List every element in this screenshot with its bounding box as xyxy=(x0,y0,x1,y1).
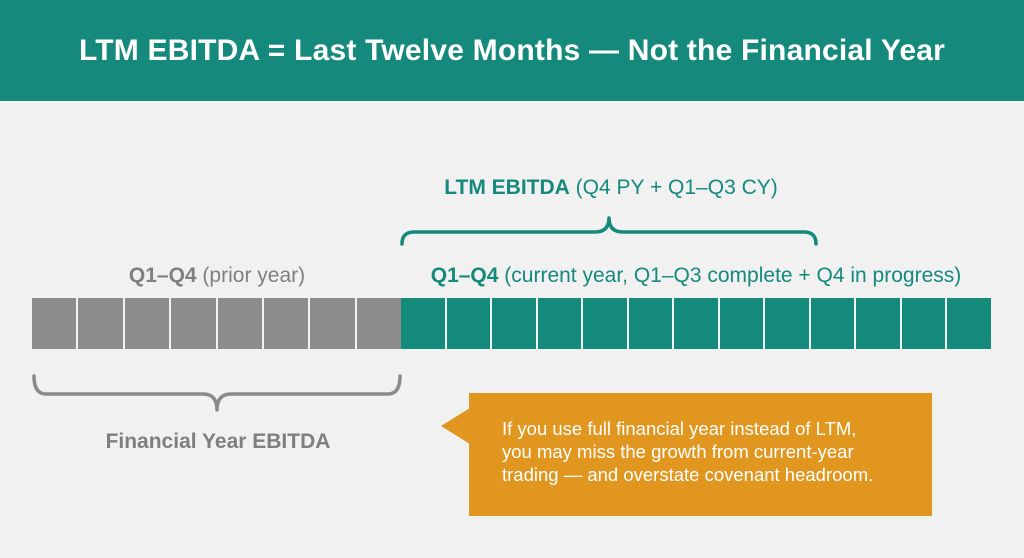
prior-year-segment xyxy=(356,298,401,349)
financial-year-label: Financial Year EBITDA xyxy=(105,430,331,453)
current-year-segment xyxy=(583,298,629,349)
ltm-brace xyxy=(400,216,818,246)
ltm-ebitda-label: LTM EBITDA (Q4 PY + Q1–Q3 CY) xyxy=(0,176,1024,200)
header-banner: LTM EBITDA = Last Twelve Months — Not th… xyxy=(0,0,1024,101)
prior-year-label: Q1–Q4 (prior year) xyxy=(0,264,434,288)
current-year-segment xyxy=(719,298,766,349)
ltm-label-bold: LTM EBITDA xyxy=(444,176,570,199)
ltm-label-rest: (Q4 PY + Q1–Q3 CY) xyxy=(569,176,778,199)
current-label-bold: Q1–Q4 xyxy=(430,264,499,287)
current-year-segment xyxy=(765,298,811,349)
prior-label-bold: Q1–Q4 xyxy=(128,264,197,287)
current-year-segment xyxy=(537,298,584,349)
prior-label-rest: (prior year) xyxy=(196,264,306,287)
prior-year-segment xyxy=(32,298,79,349)
callout-text: If you use full financial year instead o… xyxy=(502,417,922,486)
prior-year-segment xyxy=(263,298,311,349)
current-year-segment xyxy=(492,298,538,349)
current-year-segment xyxy=(947,298,991,349)
prior-year-segment xyxy=(217,298,264,349)
current-year-segment xyxy=(674,298,720,349)
prior-year-segment xyxy=(124,298,172,349)
prior-year-segment xyxy=(171,298,218,349)
financial-year-brace xyxy=(32,374,402,412)
current-year-segment xyxy=(856,298,902,349)
current-year-bar xyxy=(401,298,991,349)
callout-pointer xyxy=(441,408,470,444)
current-year-label: Q1–Q4 (current year, Q1–Q3 complete + Q4… xyxy=(401,264,991,288)
warning-callout: If you use full financial year instead o… xyxy=(469,393,932,516)
callout-line-1: If you use full financial year instead o… xyxy=(502,418,857,439)
callout-line-3: trading — and overstate covenant headroo… xyxy=(502,464,874,485)
prior-year-bar xyxy=(32,298,401,349)
page-title: LTM EBITDA = Last Twelve Months — Not th… xyxy=(78,33,946,67)
current-year-segment xyxy=(446,298,493,349)
current-year-segment xyxy=(628,298,675,349)
current-year-segment xyxy=(901,298,948,349)
current-label-rest: (current year, Q1–Q3 complete + Q4 in pr… xyxy=(498,264,962,287)
current-year-segment xyxy=(401,298,447,349)
prior-year-segment xyxy=(78,298,125,349)
prior-year-segment xyxy=(310,298,357,349)
callout-line-2: you may miss the growth from current-yea… xyxy=(502,441,854,462)
current-year-segment xyxy=(810,298,857,349)
